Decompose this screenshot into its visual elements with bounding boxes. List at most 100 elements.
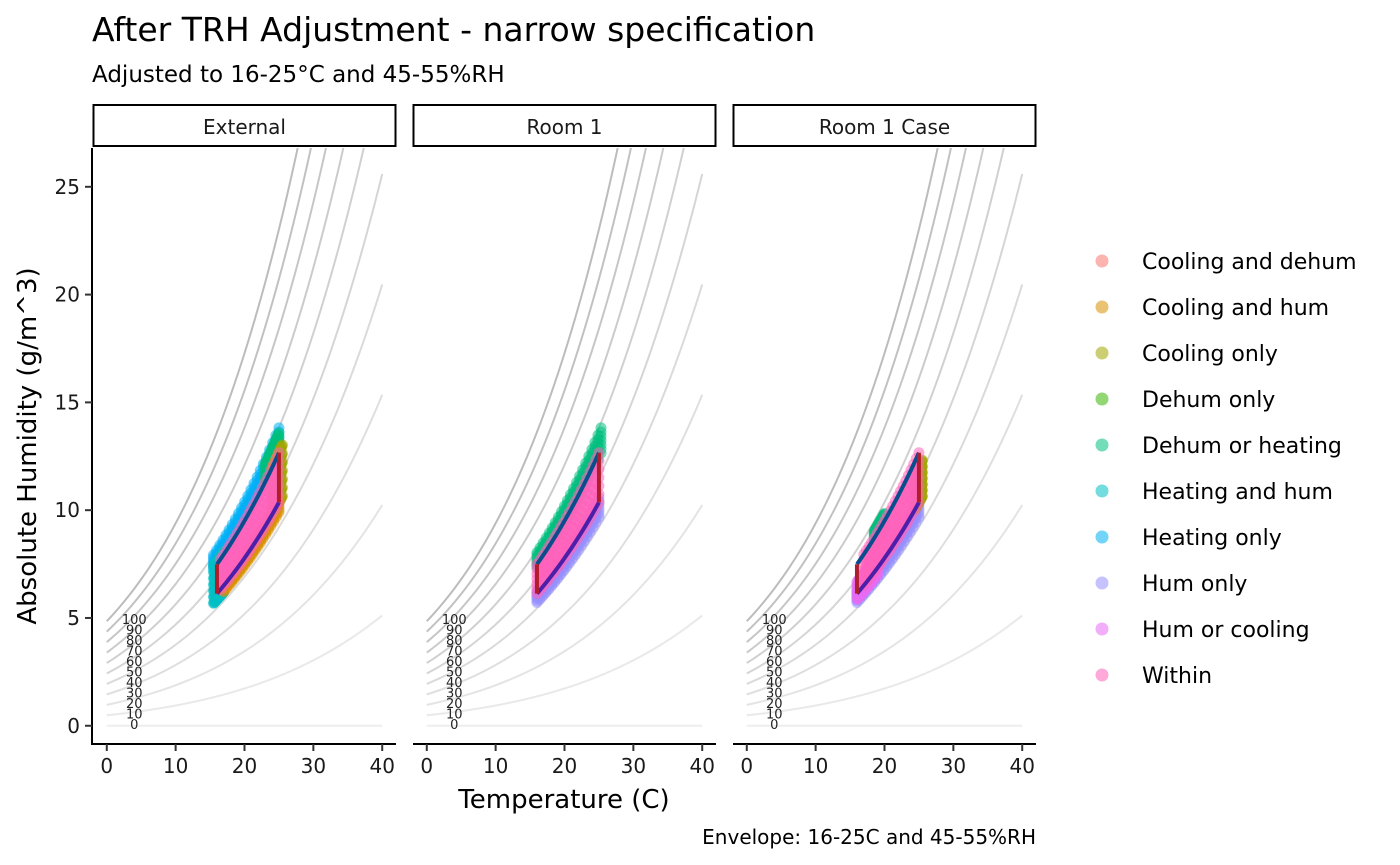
rh-curve	[426, 173, 704, 675]
rh-curve-label: 80	[126, 634, 143, 649]
x-tick-label: 20	[232, 754, 257, 778]
legend-item: Cooling only	[1095, 342, 1278, 367]
rh-curve-label: 10	[446, 707, 463, 722]
facet-strip-label: Room 1	[526, 115, 602, 139]
legend-key	[1095, 392, 1109, 406]
envelope-upper-rh	[215, 451, 281, 566]
legend-key	[1095, 668, 1109, 682]
rh-curve	[746, 148, 939, 622]
legend-item: Hum only	[1095, 572, 1247, 597]
legend-label: Heating and hum	[1142, 480, 1333, 505]
legend-label: Dehum only	[1142, 388, 1275, 413]
rh-curve	[106, 614, 383, 717]
x-tick-label: 30	[301, 754, 326, 778]
rh-curve-label: 30	[766, 686, 783, 701]
plot-area	[106, 148, 384, 727]
legend-item: Hum or cooling	[1095, 618, 1310, 643]
envelope-upper-rh	[855, 451, 921, 566]
rh-curve-label: 60	[446, 655, 463, 670]
plot-area	[426, 148, 704, 727]
x-axis-title: Temperature (C)	[457, 785, 669, 815]
x-tick-label: 40	[370, 754, 395, 778]
rh-curve	[426, 148, 632, 633]
envelope-lower-rh	[535, 501, 601, 595]
x-tick-label: 20	[872, 754, 897, 778]
facet-strip	[732, 104, 1037, 147]
legend: Cooling and dehum Cooling and hum Cooling …	[1095, 250, 1357, 689]
rh-curve-label: 60	[766, 655, 783, 670]
rh-curve-label: 50	[766, 665, 783, 680]
rh-curve-label: 90	[126, 624, 143, 639]
rh-curve-label: 40	[126, 676, 143, 691]
rh-curve-label: 90	[766, 624, 783, 639]
legend-key	[1095, 438, 1109, 452]
legend-label: Hum only	[1142, 572, 1247, 597]
rh-curve	[746, 148, 985, 654]
legend-key	[1095, 622, 1109, 636]
rh-curve-label: 20	[766, 697, 783, 712]
y-axis-title: Absolute Humidity (g/m^3)	[13, 267, 43, 624]
rh-curve	[106, 504, 384, 706]
chart-caption: Envelope: 16-25C and 45-55%RH	[702, 825, 1036, 849]
legend-label: Within	[1142, 664, 1212, 689]
rh-curve-label: 0	[770, 718, 778, 733]
rh-curve-label: 70	[766, 645, 783, 660]
rh-curve	[426, 148, 619, 622]
y-tick-label: 20	[55, 283, 80, 307]
rh-curve-label: 10	[766, 707, 783, 722]
legend-label: Heating only	[1142, 526, 1282, 551]
rh-curve-label: 90	[446, 624, 463, 639]
y-tick-label: 15	[55, 390, 80, 414]
rh-curve	[746, 148, 967, 643]
rh-curve	[426, 394, 704, 696]
facet-strip	[412, 104, 717, 147]
legend-item: Cooling and hum	[1095, 296, 1329, 321]
x-tick-label: 30	[941, 754, 966, 778]
data-point	[273, 427, 285, 439]
rh-curve-label: 40	[446, 676, 463, 691]
legend-item: Dehum or heating	[1095, 434, 1342, 459]
rh-curve	[106, 148, 312, 633]
rh-curve	[746, 504, 1024, 706]
x-tick-label: 0	[420, 754, 433, 778]
envelope-lower-rh	[855, 501, 921, 595]
x-tick-label: 10	[803, 754, 828, 778]
legend-item: Dehum only	[1095, 388, 1275, 413]
rh-curve	[106, 173, 384, 675]
x-tick-label: 30	[621, 754, 646, 778]
rh-curve	[426, 504, 704, 706]
y-tick-label: 10	[55, 498, 80, 522]
legend-label: Cooling and hum	[1142, 296, 1329, 321]
plot-area	[746, 148, 1024, 727]
legend-key	[1095, 254, 1109, 268]
rh-curve-label: 30	[126, 686, 143, 701]
rh-curve-label: 10	[126, 707, 143, 722]
legend-item: Heating and hum	[1095, 480, 1333, 505]
rh-curve	[746, 148, 952, 633]
rh-curve-label: 70	[126, 645, 143, 660]
legend-key	[1095, 530, 1109, 544]
x-tick-label: 40	[690, 754, 715, 778]
y-tick-label: 5	[67, 606, 80, 630]
rh-curve	[106, 148, 299, 622]
rh-curve-label: 20	[446, 697, 463, 712]
rh-curve-label: 100	[762, 613, 787, 628]
rh-curve	[106, 394, 384, 696]
legend-key	[1095, 484, 1109, 498]
legend-label: Cooling and dehum	[1142, 250, 1357, 275]
data-band	[214, 447, 285, 596]
x-tick-label: 0	[740, 754, 753, 778]
rh-curve-label: 50	[126, 665, 143, 680]
rh-curve	[746, 614, 1023, 717]
facet-strip-label: External	[203, 115, 286, 139]
rh-curve	[106, 148, 345, 654]
rh-curve-label: 70	[446, 645, 463, 660]
x-tick-label: 0	[100, 754, 113, 778]
x-tick-label: 10	[163, 754, 188, 778]
rh-curve-label: 40	[766, 676, 783, 691]
rh-curve	[426, 148, 647, 643]
